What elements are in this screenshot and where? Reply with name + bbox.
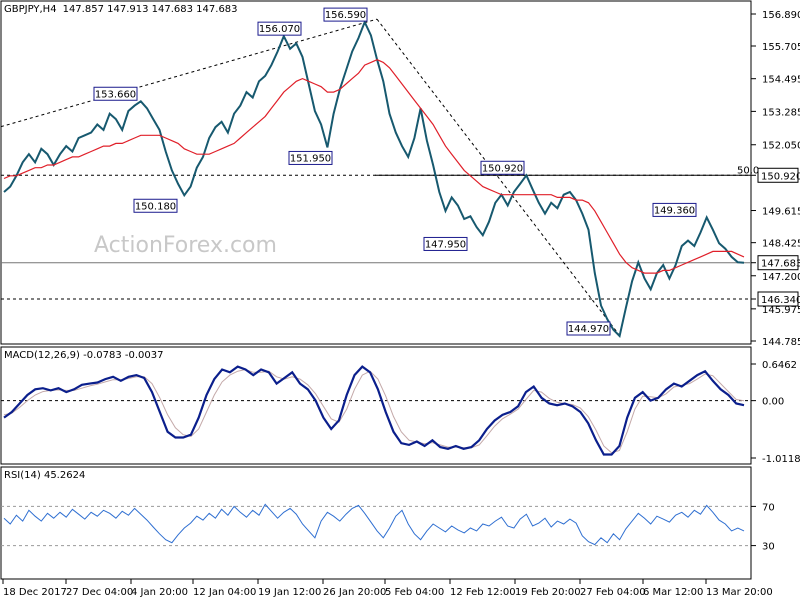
swing-label-box bbox=[423, 236, 468, 251]
x-tick-label: 18 Dec 2017 bbox=[3, 587, 67, 598]
swing-label-box bbox=[480, 160, 525, 175]
x-tick-label: 19 Jan 12:00 bbox=[258, 587, 321, 598]
swing-label: 147.950 bbox=[425, 239, 466, 250]
axis-layer: 156.890 155.705 154.495 153.285 152.050 150.9… bbox=[2, 10, 800, 598]
watermark: ActionForex.com bbox=[94, 233, 277, 258]
price-layer: 156.590 156.070 153.660 151.950 150.180 150.9… bbox=[0, 7, 759, 338]
price-tick-label: 147.200 bbox=[762, 272, 800, 283]
price-tick-label: 155.705 bbox=[762, 42, 800, 53]
x-tick-label: 12 Feb 12:00 bbox=[450, 587, 516, 598]
price-tick-label: 148.425 bbox=[762, 239, 800, 250]
macd-layer bbox=[1, 365, 751, 456]
symbol-text: GBPJPY,H4 bbox=[4, 4, 57, 15]
x-tick-label: 27 Feb 04:00 bbox=[580, 587, 646, 598]
swing-label-box bbox=[323, 7, 368, 22]
x-tick-label: 19 Feb 20:00 bbox=[515, 587, 581, 598]
price-title: GBPJPY,H4 147.857 147.913 147.683 147.683 bbox=[4, 4, 238, 15]
price-tick-label: 144.785 bbox=[762, 337, 800, 348]
rsi-panel bbox=[0, 466, 752, 580]
rsi-tick-label: 30 bbox=[762, 542, 775, 553]
swing-label-box bbox=[652, 202, 697, 217]
swing-label-box bbox=[566, 321, 611, 336]
macd-line bbox=[3, 365, 745, 456]
level-price-box bbox=[757, 167, 799, 183]
level-price-label: 150.920 bbox=[761, 171, 800, 182]
rsi-line bbox=[3, 503, 745, 546]
rsi-tick-label: 70 bbox=[762, 502, 775, 513]
current-price-box bbox=[757, 255, 799, 271]
macd-tick-label: 0.00 bbox=[762, 397, 784, 408]
price-panel bbox=[0, 0, 752, 345]
price-tick-label: 156.890 bbox=[762, 10, 800, 21]
price-series-line bbox=[3, 19, 745, 338]
macd-panel bbox=[0, 346, 752, 465]
x-tick-label: 6 Mar 12:00 bbox=[643, 587, 703, 598]
swing-label-box bbox=[133, 198, 178, 213]
falling-trendline bbox=[376, 18, 621, 337]
level-price-label: 146.340 bbox=[761, 295, 800, 306]
swing-label: 150.180 bbox=[135, 201, 176, 212]
macd-tick-label: 0.6462 bbox=[762, 360, 797, 371]
x-tick-label: 27 Dec 04:00 bbox=[66, 587, 133, 598]
fib-label: 50.0 bbox=[737, 165, 759, 176]
rsi-layer bbox=[1, 503, 751, 547]
price-tick-label: 149.615 bbox=[762, 207, 800, 218]
level-price-box bbox=[757, 291, 799, 307]
price-tick-label: 145.975 bbox=[762, 305, 800, 316]
price-tick-label: 153.285 bbox=[762, 107, 800, 118]
x-tick-label: 26 Jan 20:00 bbox=[323, 587, 386, 598]
price-tick-label: 154.495 bbox=[762, 75, 800, 86]
swing-label: 156.590 bbox=[325, 10, 366, 21]
swing-label-box bbox=[288, 150, 333, 165]
price-tick-label: 152.050 bbox=[762, 141, 800, 152]
rising-trendline bbox=[0, 18, 378, 128]
swing-label-box bbox=[257, 21, 302, 36]
x-tick-label: 5 Feb 04:00 bbox=[385, 587, 444, 598]
current-price-label: 147.683 bbox=[761, 259, 800, 270]
swing-label: 156.070 bbox=[259, 24, 300, 35]
swing-label: 144.970 bbox=[568, 324, 609, 335]
macd-tick-label: -1.0118 bbox=[762, 454, 800, 465]
ohlc-text: 147.857 147.913 147.683 147.683 bbox=[63, 4, 238, 15]
swing-label: 149.360 bbox=[654, 205, 695, 216]
moving-average-line bbox=[3, 59, 745, 274]
swing-label: 151.950 bbox=[290, 153, 331, 164]
swing-label: 153.660 bbox=[95, 89, 136, 100]
macd-title: MACD(12,26,9) -0.0783 -0.0037 bbox=[4, 350, 164, 361]
x-tick-label: 12 Jan 04:00 bbox=[193, 587, 256, 598]
x-tick-label: 13 Mar 20:00 bbox=[706, 587, 773, 598]
swing-label: 150.920 bbox=[482, 163, 523, 174]
rsi-title: RSI(14) 45.2624 bbox=[4, 470, 85, 481]
x-tick-label: 4 Jan 20:00 bbox=[131, 587, 188, 598]
swing-label-box bbox=[93, 86, 138, 101]
